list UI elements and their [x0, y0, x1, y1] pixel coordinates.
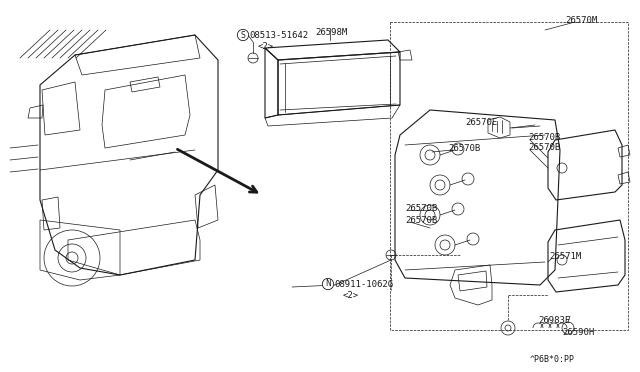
Bar [390, 22, 628, 330]
Text: 26570E: 26570E [465, 118, 497, 127]
Text: 26570B: 26570B [405, 204, 437, 213]
Text: 26983E: 26983E [538, 316, 570, 325]
Text: N: N [325, 279, 331, 289]
Text: S: S [241, 31, 245, 39]
Text: 26570B: 26570B [448, 144, 480, 153]
Text: ^P6B*0:PP: ^P6B*0:PP [530, 355, 575, 364]
Text: 08513-51642: 08513-51642 [249, 31, 308, 40]
Text: 26598M: 26598M [315, 28, 348, 37]
Text: 26570B: 26570B [405, 216, 437, 225]
Text: 26570M: 26570M [565, 16, 597, 25]
Text: <2>: <2> [258, 42, 274, 51]
Text: <2>: <2> [343, 291, 359, 300]
Text: 26570B: 26570B [528, 133, 560, 142]
Text: 08911-1062G: 08911-1062G [334, 280, 393, 289]
Text: 26590H: 26590H [562, 328, 595, 337]
Text: 26571M: 26571M [549, 252, 581, 261]
Text: 26570B: 26570B [528, 143, 560, 152]
